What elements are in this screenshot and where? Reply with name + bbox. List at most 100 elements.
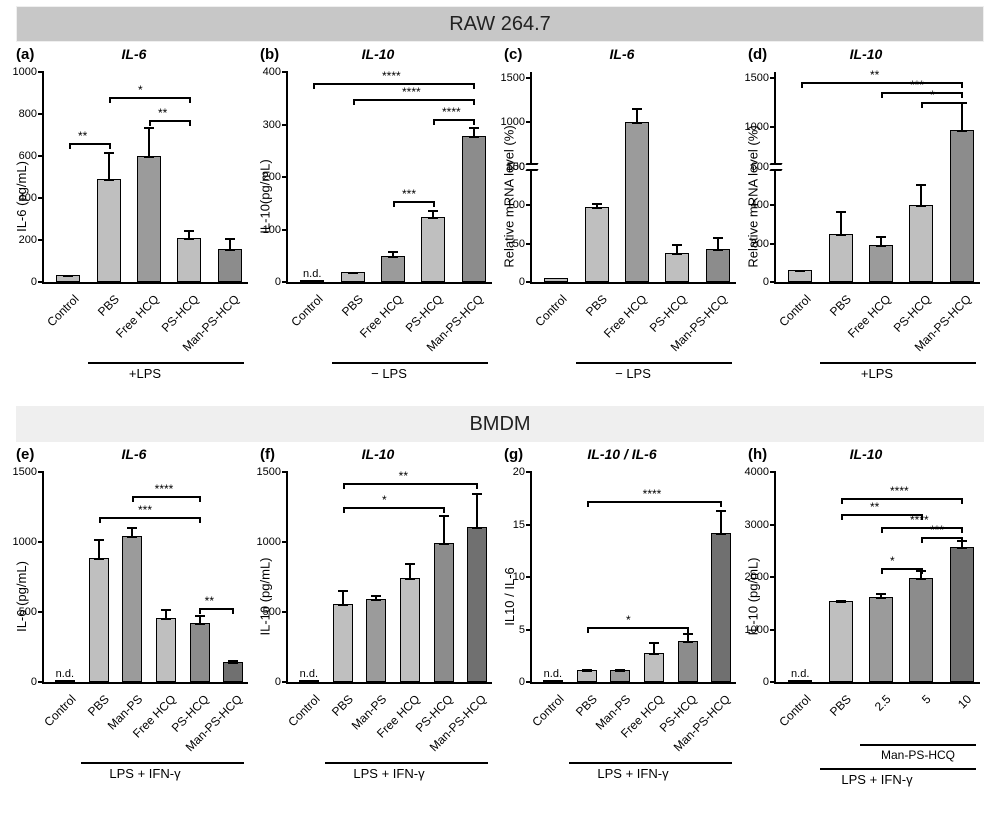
- y-tick-label: 1000: [13, 66, 44, 78]
- bar: [829, 601, 853, 682]
- sig-tick: [587, 627, 589, 633]
- sig-line: [802, 82, 962, 84]
- sig-tick: [961, 527, 963, 533]
- x-tick-label: PBS: [827, 692, 854, 719]
- sig-tick: [921, 537, 923, 543]
- x-tick-label: PBS: [583, 292, 610, 319]
- bar: [644, 653, 664, 682]
- bar-group: [605, 670, 635, 683]
- bar-group: [429, 543, 459, 682]
- sig-line: [150, 120, 190, 122]
- sig-tick: [149, 120, 151, 126]
- y-axis-label: IL-10 (pg/mL): [256, 476, 274, 716]
- bar-group: [944, 130, 980, 282]
- bar: [869, 245, 893, 282]
- error-bar: [352, 272, 354, 275]
- sig-line: [110, 97, 190, 99]
- bar: [678, 641, 698, 682]
- sig-tick: [473, 99, 475, 105]
- y-tick-label: 400: [19, 192, 44, 204]
- bar-group: [619, 122, 655, 282]
- bar-group: [415, 217, 451, 282]
- sig-tick: [687, 627, 689, 633]
- sig-line: [882, 92, 962, 94]
- bar-group: [578, 207, 614, 282]
- error-bar: [148, 127, 150, 159]
- bar: [333, 604, 353, 682]
- sig-label: **: [158, 106, 167, 120]
- x-tick-label: 5: [919, 692, 934, 707]
- bar: [909, 205, 933, 282]
- sig-label: ***: [138, 503, 152, 517]
- panel-title: IL-10: [258, 446, 498, 462]
- y-tick-label: 200: [263, 171, 288, 183]
- bar: [950, 130, 974, 282]
- y-tick-label: 400: [263, 66, 288, 78]
- sig-tick: [69, 143, 71, 149]
- bar: [89, 558, 109, 682]
- panel-f: (f)IL-10IL-10 (pg/mL)050010001500n.d.***…: [258, 446, 498, 806]
- y-tick-label: 1000: [745, 121, 776, 133]
- panel-title: IL-10 / IL-6: [502, 446, 742, 462]
- sig-tick: [473, 119, 475, 125]
- sig-line: [100, 517, 200, 519]
- sig-tick: [473, 83, 475, 89]
- condition-label: LPS + IFN-γ: [286, 766, 492, 781]
- x-tick-label: Free HCQ: [357, 292, 406, 341]
- bar: [543, 680, 563, 682]
- bar-group: [706, 533, 736, 682]
- sig-tick: [961, 92, 963, 98]
- bar-group: [361, 599, 391, 682]
- sig-line: [70, 143, 110, 145]
- panel-h: (h)IL-10IL-10 (pg/mL)01000200030004000n.…: [746, 446, 986, 806]
- nd-label: n.d.: [56, 668, 74, 680]
- sub-group-label: Man-PS-HCQ: [860, 748, 976, 762]
- sig-label: ****: [442, 105, 461, 119]
- bar: [467, 527, 487, 682]
- bar-group: n.d.: [294, 280, 330, 282]
- sig-tick: [343, 507, 345, 513]
- bar-group: [659, 253, 695, 282]
- y-axis-label: IL10 / IL-6: [500, 476, 518, 716]
- bar: [711, 533, 731, 682]
- sig-line: [882, 527, 962, 529]
- error-bar: [229, 238, 231, 251]
- panel-g: (g)IL-10 / IL-6IL10 / IL-605101520n.d.**…: [502, 446, 742, 806]
- sig-tick: [841, 514, 843, 520]
- sig-label: ***: [930, 523, 944, 537]
- sig-tick: [961, 82, 963, 88]
- x-tick-label: Control: [529, 692, 566, 729]
- sig-tick: [353, 99, 355, 105]
- bar-group: n.d.: [294, 680, 324, 682]
- bar-group: [822, 601, 858, 682]
- bar: [366, 599, 386, 682]
- panel-e: (e)IL-6IL-6 (pg/mL)050010001500n.d.*****…: [14, 446, 254, 806]
- sig-label: **: [205, 594, 214, 608]
- error-bar: [720, 510, 722, 535]
- condition-label: − LPS: [530, 366, 736, 381]
- sig-line: [354, 99, 474, 101]
- bar: [300, 280, 324, 282]
- condition-label: LPS + IFN-γ: [774, 772, 980, 787]
- bar: [909, 578, 933, 682]
- error-bar: [717, 237, 719, 251]
- bar: [788, 680, 812, 682]
- y-tick-label: 10: [513, 571, 532, 583]
- error-bar: [476, 493, 478, 529]
- y-axis-label: Relative mRNA level (%): [500, 76, 518, 316]
- panel-title: IL-6: [502, 46, 742, 62]
- condition-label: LPS + IFN-γ: [530, 766, 736, 781]
- y-axis-label: Relative mRNA level (%): [744, 76, 762, 316]
- error-bar: [653, 642, 655, 655]
- nd-label: n.d.: [544, 668, 562, 680]
- sig-tick: [476, 483, 478, 489]
- y-tick-label: 100: [507, 199, 532, 211]
- sig-label: **: [870, 500, 879, 514]
- sig-label: ****: [155, 482, 174, 496]
- bar: [223, 662, 243, 682]
- nd-label: n.d.: [303, 268, 321, 280]
- sig-tick: [393, 201, 395, 207]
- bar-group: [673, 641, 703, 682]
- x-tick-label: Control: [285, 692, 322, 729]
- error-bar: [98, 539, 100, 560]
